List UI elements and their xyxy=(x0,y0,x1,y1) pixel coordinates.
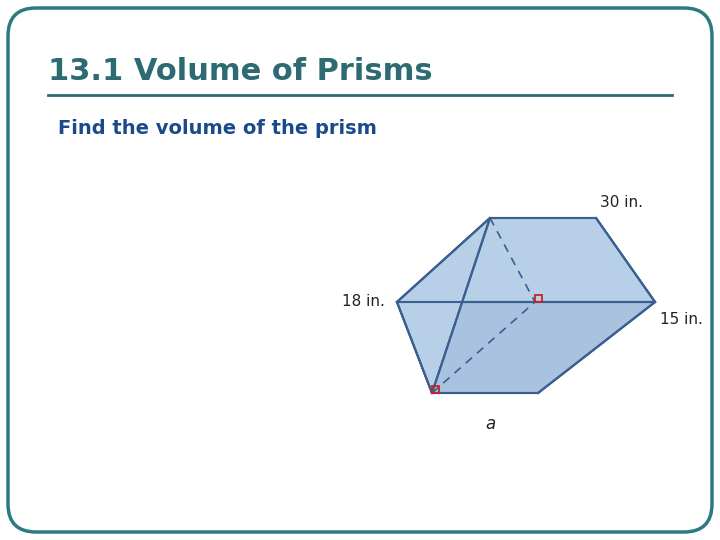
Bar xyxy=(432,386,439,393)
Text: 15 in.: 15 in. xyxy=(660,313,703,327)
Polygon shape xyxy=(397,218,490,393)
Polygon shape xyxy=(397,302,655,393)
Text: 13.1 Volume of Prisms: 13.1 Volume of Prisms xyxy=(48,57,433,86)
Text: Find the volume of the prism: Find the volume of the prism xyxy=(58,118,377,138)
Polygon shape xyxy=(538,218,655,393)
Text: 30 in.: 30 in. xyxy=(600,195,643,210)
Polygon shape xyxy=(397,218,655,302)
Bar xyxy=(535,295,542,302)
FancyBboxPatch shape xyxy=(8,8,712,532)
Text: 18 in.: 18 in. xyxy=(342,294,385,309)
Text: a: a xyxy=(485,415,495,433)
